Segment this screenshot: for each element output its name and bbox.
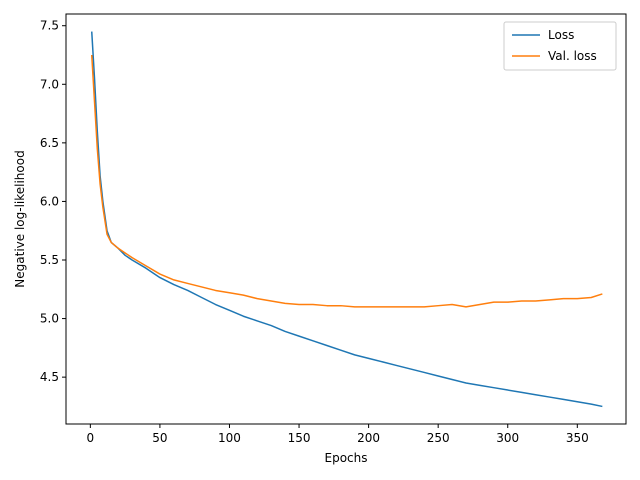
x-tick-label: 350 — [566, 431, 589, 445]
x-tick-label: 0 — [87, 431, 95, 445]
legend-box — [503, 21, 617, 71]
y-tick-label: 7.0 — [40, 77, 59, 91]
x-axis: 0 50 100 150 200 250 300 350 — [87, 424, 589, 445]
plot-content — [90, 31, 603, 408]
legend-label-loss: Loss — [548, 28, 574, 42]
y-tick-label: 6.5 — [40, 136, 59, 150]
y-tick-label: 5.5 — [40, 253, 59, 267]
x-axis-label: Epochs — [325, 451, 368, 465]
y-axis-label: Negative log-likelihood — [13, 150, 27, 287]
x-tick-label: 200 — [357, 431, 380, 445]
y-tick-label: 4.5 — [40, 370, 59, 384]
plot-frame — [65, 13, 627, 425]
x-tick-label: 250 — [427, 431, 450, 445]
x-tick-label: 100 — [218, 431, 241, 445]
x-tick-label: 50 — [152, 431, 167, 445]
legend-label-val-loss: Val. loss — [548, 49, 597, 63]
x-tick-label: 150 — [288, 431, 311, 445]
series-line-loss — [90, 31, 603, 408]
y-axis: 4.5 5.0 5.5 6.0 6.5 7.0 7.5 — [40, 19, 66, 384]
y-tick-label: 6.0 — [40, 194, 59, 208]
x-tick-label: 300 — [496, 431, 519, 445]
y-tick-label: 5.0 — [40, 312, 59, 326]
legend: Loss Val. loss — [503, 21, 617, 71]
series-line-val-loss — [90, 54, 603, 308]
y-tick-label: 7.5 — [40, 19, 59, 33]
